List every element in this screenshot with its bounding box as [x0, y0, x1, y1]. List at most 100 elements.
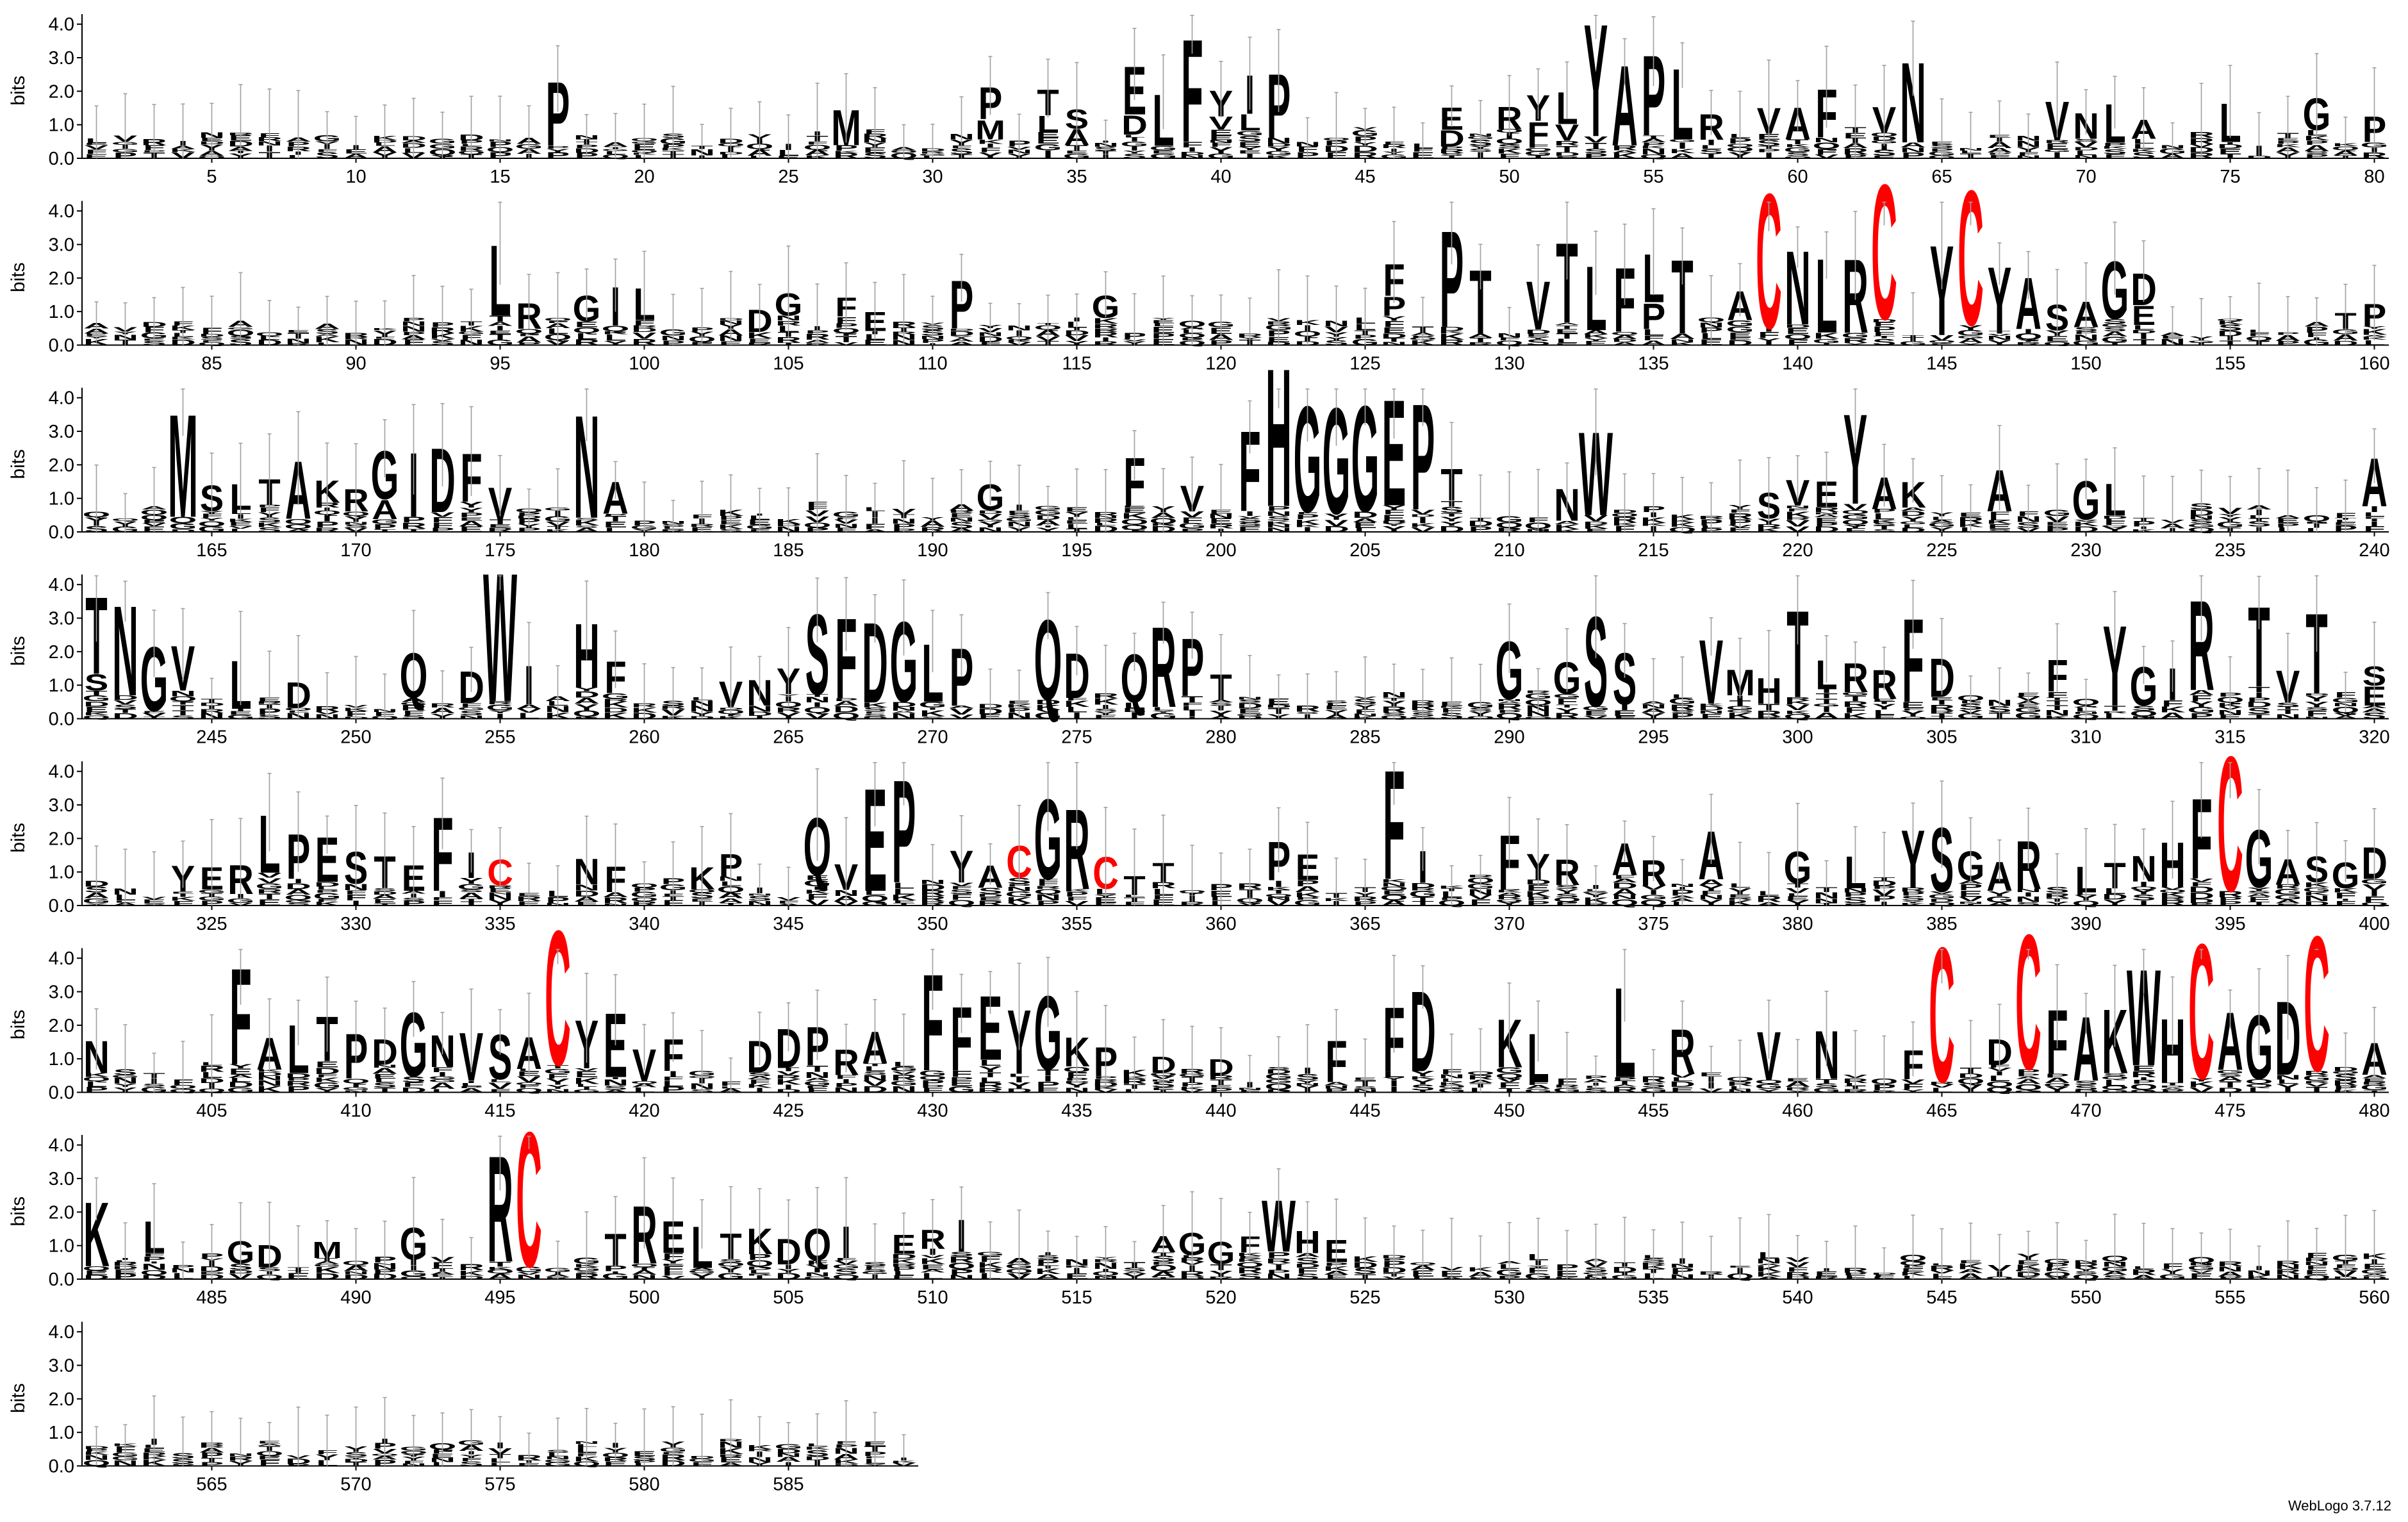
logo-column: YGASD: [83, 845, 110, 906]
background-glyph: S: [1584, 147, 1608, 154]
x-tick-label: 335: [484, 914, 515, 934]
x-tick-label: 405: [196, 1101, 227, 1121]
logo-column: RYTG: [1207, 1198, 1235, 1280]
logo-column: TQFL: [2245, 283, 2273, 347]
x-tick-label: 430: [917, 1101, 948, 1121]
x-tick-label: 135: [1638, 354, 1669, 374]
logo-column: PLPR: [1698, 482, 1724, 533]
x-tick-label: 420: [629, 1101, 659, 1121]
logo-column: IKT: [1323, 857, 1349, 907]
logo-row: bits 0.0 1.0 2.0 3.0 4.0 QNKPDNGGFKKKRELIPSS56…: [8, 1321, 918, 1495]
background-glyph: R: [833, 151, 859, 160]
x-tick-label: 435: [1061, 1101, 1092, 1121]
background-glyph: I: [985, 143, 996, 149]
logo-column: QQA: [890, 124, 918, 160]
logo-column: YDGKEY: [2015, 1230, 2042, 1280]
x-tick-label: 60: [1787, 167, 1808, 187]
logo-column: GQYFYS: [198, 452, 226, 534]
logo-column: SFDSAH: [1294, 1201, 1321, 1281]
background-glyph: K: [977, 138, 1003, 145]
x-tick-label: 560: [2359, 1287, 2389, 1308]
logo-column: LTKRSL: [1640, 1229, 1667, 1281]
logo-column: GSSRR: [1409, 668, 1437, 720]
logo-column: GRF: [1553, 1032, 1581, 1094]
logo-column: FNVFG: [832, 475, 860, 533]
logo-column: GYQ: [111, 493, 139, 534]
background-glyph: E: [1872, 155, 1897, 159]
background-glyph: Y: [1267, 145, 1291, 153]
y-tick-label: 0.0: [49, 1083, 74, 1104]
x-tick-label: 125: [1349, 354, 1380, 374]
logo-column: DAGEIK: [2361, 1210, 2388, 1280]
background-glyph: S: [1497, 143, 1522, 149]
logo-column: EVEQQA: [140, 467, 168, 534]
background-glyph: D: [1266, 142, 1292, 147]
x-tick-label: 525: [1349, 1287, 1380, 1308]
background-glyph: S: [1699, 147, 1724, 156]
logo-column: SEGFD: [140, 297, 168, 347]
logo-column: EAK: [1467, 1235, 1494, 1280]
x-tick-label: 370: [1494, 914, 1524, 934]
logo-column: TAQPSTA: [1150, 1205, 1177, 1280]
logo-column: TAQK: [2332, 117, 2359, 159]
logo-column: ALF: [718, 1057, 744, 1093]
logo-column: ETR: [516, 1432, 542, 1467]
cysteine-glyph: C: [545, 890, 571, 1105]
logo-column: AVQNGF: [2332, 672, 2359, 720]
x-tick-label: 555: [2214, 1287, 2245, 1308]
logo-column: DQNIPFL: [140, 1183, 168, 1280]
x-tick-label: 415: [484, 1101, 515, 1121]
logo-column: VKAI: [170, 103, 196, 160]
logo-column: PDT: [1467, 474, 1494, 534]
logo-column: QSYRN: [2072, 1239, 2100, 1280]
y-tick-label: 0.0: [49, 896, 74, 916]
x-tick-label: 55: [1643, 167, 1663, 187]
logo-column: VQKPG: [2043, 1222, 2071, 1280]
background-glyph: Y: [1238, 146, 1262, 151]
logo-column: IPNSSV: [919, 295, 946, 346]
logo-column: ELI: [777, 114, 800, 159]
background-glyph: G: [1265, 150, 1293, 156]
x-tick-label: 490: [340, 1287, 371, 1308]
background-glyph: R: [1352, 151, 1378, 160]
x-tick-label: 70: [2075, 167, 2096, 187]
logo-column: RRRDN: [919, 844, 946, 907]
x-tick-label: 195: [1061, 540, 1092, 561]
logo-column: SFKE: [1439, 657, 1465, 720]
background-glyph: S: [2305, 151, 2329, 155]
logo-column: QEFNRF: [2303, 1227, 2330, 1280]
logo-column: AFV: [775, 866, 802, 906]
logo-column: KNLA: [545, 665, 571, 721]
background-glyph: S: [2074, 138, 2099, 142]
y-tick-label: 1.0: [49, 675, 74, 696]
logo-column: FDPQ: [1323, 92, 1350, 160]
x-tick-label: 110: [918, 354, 947, 374]
y-tick-label: 1.0: [49, 1049, 74, 1070]
logo-column: EVPRFY: [1727, 459, 1753, 533]
x-tick-label: 30: [922, 167, 943, 187]
x-tick-label: 240: [2359, 540, 2389, 561]
